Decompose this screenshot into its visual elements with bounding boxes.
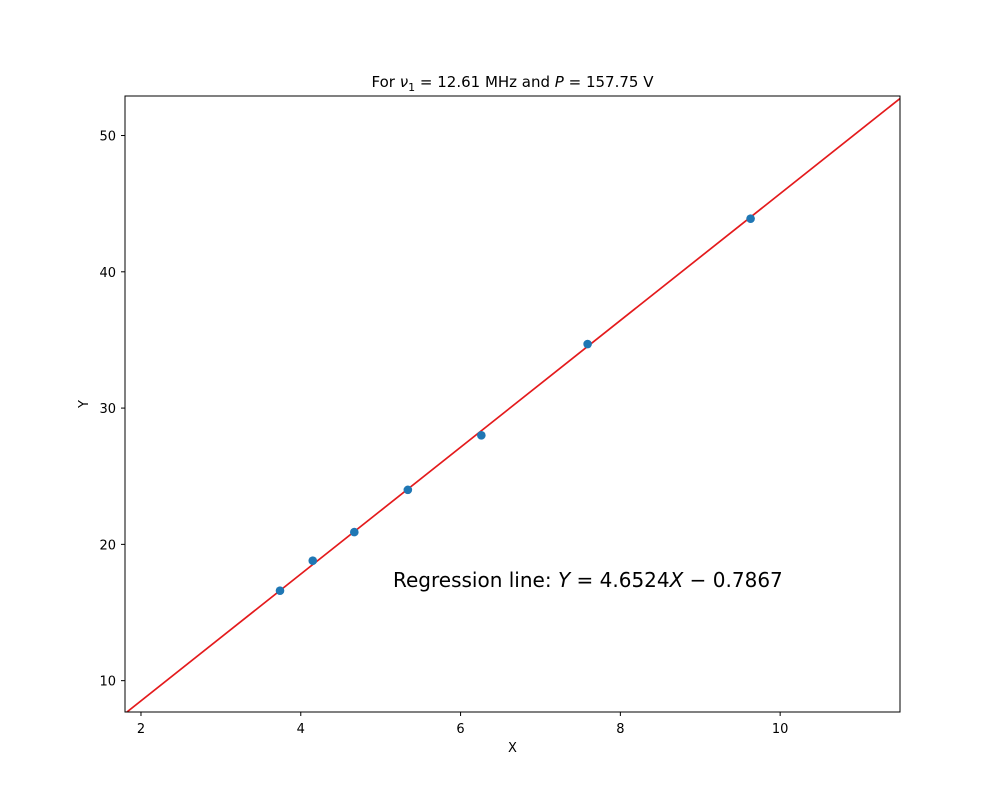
y-tick-label: 40: [99, 266, 116, 281]
regression-line: [125, 97, 900, 712]
chart-title: For ν1 = 12.61 MHz and P = 157.75 V: [372, 73, 655, 94]
y-axis-label: Y: [77, 400, 92, 409]
x-tick-label: 6: [456, 722, 464, 737]
x-axis-label: X: [508, 741, 517, 756]
data-point: [583, 339, 592, 349]
y-tick-label: 20: [99, 538, 116, 553]
data-point: [350, 527, 359, 537]
regression-annotation: Regression line: Y = 4.6524X − 0.7867: [393, 568, 783, 592]
y-tick-label: 10: [99, 675, 116, 690]
x-tick-label: 10: [772, 722, 789, 737]
data-point: [746, 214, 755, 223]
data-point: [477, 431, 486, 440]
y-tick-label: 50: [99, 130, 116, 145]
y-tick-label: 30: [99, 402, 116, 417]
plot-frame: [124, 95, 901, 713]
x-tick-label: 2: [137, 722, 145, 737]
data-point: [308, 556, 318, 566]
x-tick-label: 4: [297, 722, 305, 737]
data-point: [275, 586, 285, 596]
x-tick-label: 8: [616, 722, 624, 737]
data-point: [403, 485, 413, 495]
